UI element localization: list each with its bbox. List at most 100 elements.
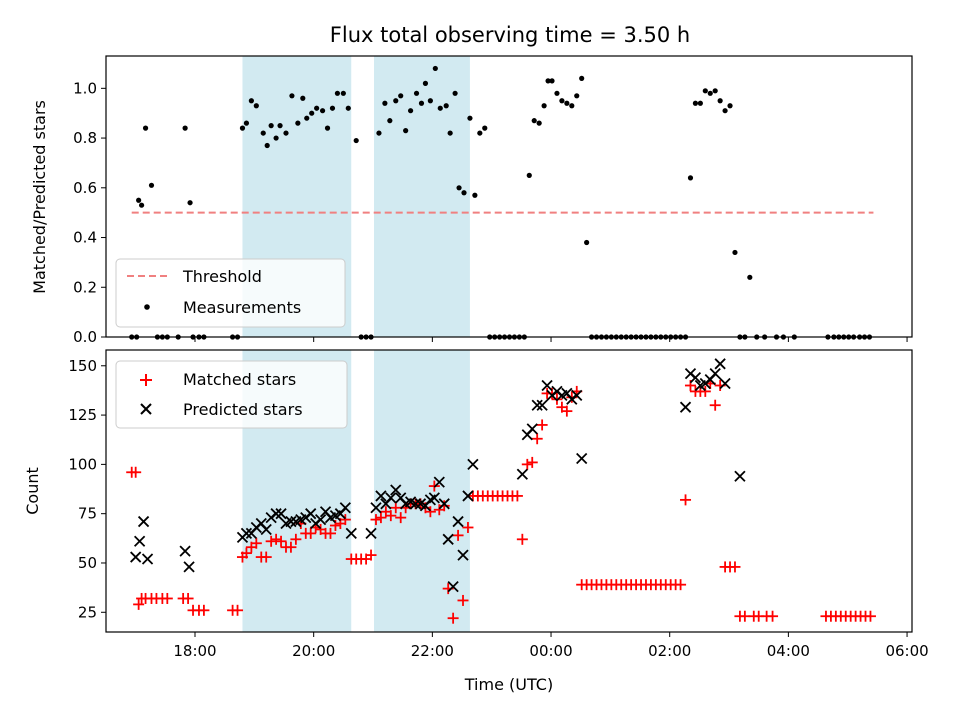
measurement-point <box>456 185 462 191</box>
measurement-point <box>422 80 429 86</box>
measurement-point <box>712 88 718 94</box>
predicted-star-point <box>452 515 464 528</box>
matched-star-point <box>531 433 543 445</box>
predicted-star-point <box>141 553 154 565</box>
measurement-point <box>579 75 585 81</box>
measurement-point <box>243 120 250 126</box>
matched-star-point <box>161 592 173 604</box>
predicted-star-point <box>516 468 528 480</box>
predicted-star-point <box>714 358 726 370</box>
y-tick-label: 0.0 <box>73 328 97 346</box>
measurement-point <box>687 175 694 181</box>
measurements-legend-swatch <box>144 304 150 310</box>
top-axes-frame <box>105 55 913 338</box>
y-tick-label: 0.2 <box>73 278 97 296</box>
matched-star-point <box>390 502 402 514</box>
matched-star-point <box>516 533 528 545</box>
predicted-star-point <box>438 498 450 510</box>
matched-legend-swatch <box>140 374 152 386</box>
measurement-point <box>432 65 438 72</box>
matched-star-point <box>305 527 317 539</box>
measurement-point <box>447 130 453 136</box>
matched-star-point <box>699 385 711 397</box>
measurement-point <box>393 98 399 104</box>
measurement-point <box>418 100 425 106</box>
y-tick-label: 100 <box>68 455 97 473</box>
bottom-legend: Matched stars Predicted stars <box>115 360 348 429</box>
predicted-star-point <box>531 399 543 411</box>
predicted-star-point <box>526 423 538 435</box>
top-y-axis-label: Matched/Predicted stars <box>30 100 49 294</box>
predicted-star-point <box>719 377 731 390</box>
predicted-star-point <box>375 490 387 502</box>
matched-star-point <box>729 561 741 573</box>
measurement-point <box>139 202 145 208</box>
x-tick-label: 20:00 <box>292 642 335 660</box>
top-legend-box <box>115 258 346 328</box>
measurement-point <box>239 125 246 131</box>
matched-star-point <box>133 598 145 610</box>
bottom-legend-box <box>115 360 348 429</box>
bottom-axes-frame <box>105 349 913 633</box>
measurement-point <box>526 172 532 178</box>
x-tick-label: 00:00 <box>529 642 572 660</box>
measurement-point <box>692 100 699 106</box>
matched-star-point <box>709 399 721 411</box>
measurement-point <box>549 78 555 84</box>
measurement-point <box>482 125 488 131</box>
measurement-point <box>545 78 551 84</box>
matched-star-point <box>395 512 407 524</box>
measurement-point <box>295 120 301 126</box>
measurement-point <box>376 130 382 136</box>
measurement-point <box>461 190 467 196</box>
measurement-point <box>536 120 542 126</box>
matched-star-point <box>250 537 262 549</box>
matched-star-point <box>265 535 277 547</box>
matched-star-point <box>130 466 142 478</box>
matched-star-point <box>561 405 573 417</box>
measurement-point <box>273 135 279 141</box>
matched-star-point <box>385 510 397 522</box>
measurement-point <box>314 105 320 111</box>
matched-star-point <box>462 521 474 533</box>
predicted-star-point <box>275 508 287 520</box>
y-tick-label: 0.8 <box>73 129 97 147</box>
measurement-point <box>732 249 738 256</box>
measurement-point <box>707 90 713 96</box>
predicted-star-point <box>240 527 253 540</box>
matched-star-point <box>370 514 382 526</box>
measurement-point <box>283 130 289 136</box>
measurement-point <box>702 88 708 94</box>
predicted-star-point <box>442 533 454 545</box>
predicted-star-point <box>689 371 702 384</box>
measurement-point <box>319 108 326 114</box>
measurement-point <box>334 90 341 96</box>
predicted-star-point <box>541 379 553 392</box>
y-tick-label: 0.6 <box>73 179 97 197</box>
matched-legend-label: Matched stars <box>183 370 296 389</box>
measurement-point <box>142 125 149 131</box>
matched-star-point <box>275 535 287 547</box>
measurement-point <box>531 118 537 124</box>
measurement-point <box>697 100 703 106</box>
matched-star-point <box>365 549 377 561</box>
predicted-star-point <box>390 484 402 496</box>
x-tick-label: 02:00 <box>648 642 691 660</box>
top-legend: Threshold Measurements <box>115 258 346 328</box>
measurement-point <box>260 130 266 136</box>
predicted-star-point <box>428 492 440 504</box>
measurement-point <box>324 125 331 131</box>
measurement-point <box>277 123 283 129</box>
predicted-star-point <box>314 513 327 526</box>
matched-star-point <box>536 419 548 431</box>
measurement-point <box>574 93 580 99</box>
measurements-legend-label: Measurements <box>183 298 301 317</box>
measurement-point <box>541 103 547 109</box>
predicted-star-point <box>345 527 357 540</box>
predicted-star-point <box>339 502 351 514</box>
measurement-point <box>309 110 315 116</box>
measurement-point <box>289 93 295 99</box>
measurement-point <box>554 90 560 96</box>
measurement-point <box>407 108 414 114</box>
